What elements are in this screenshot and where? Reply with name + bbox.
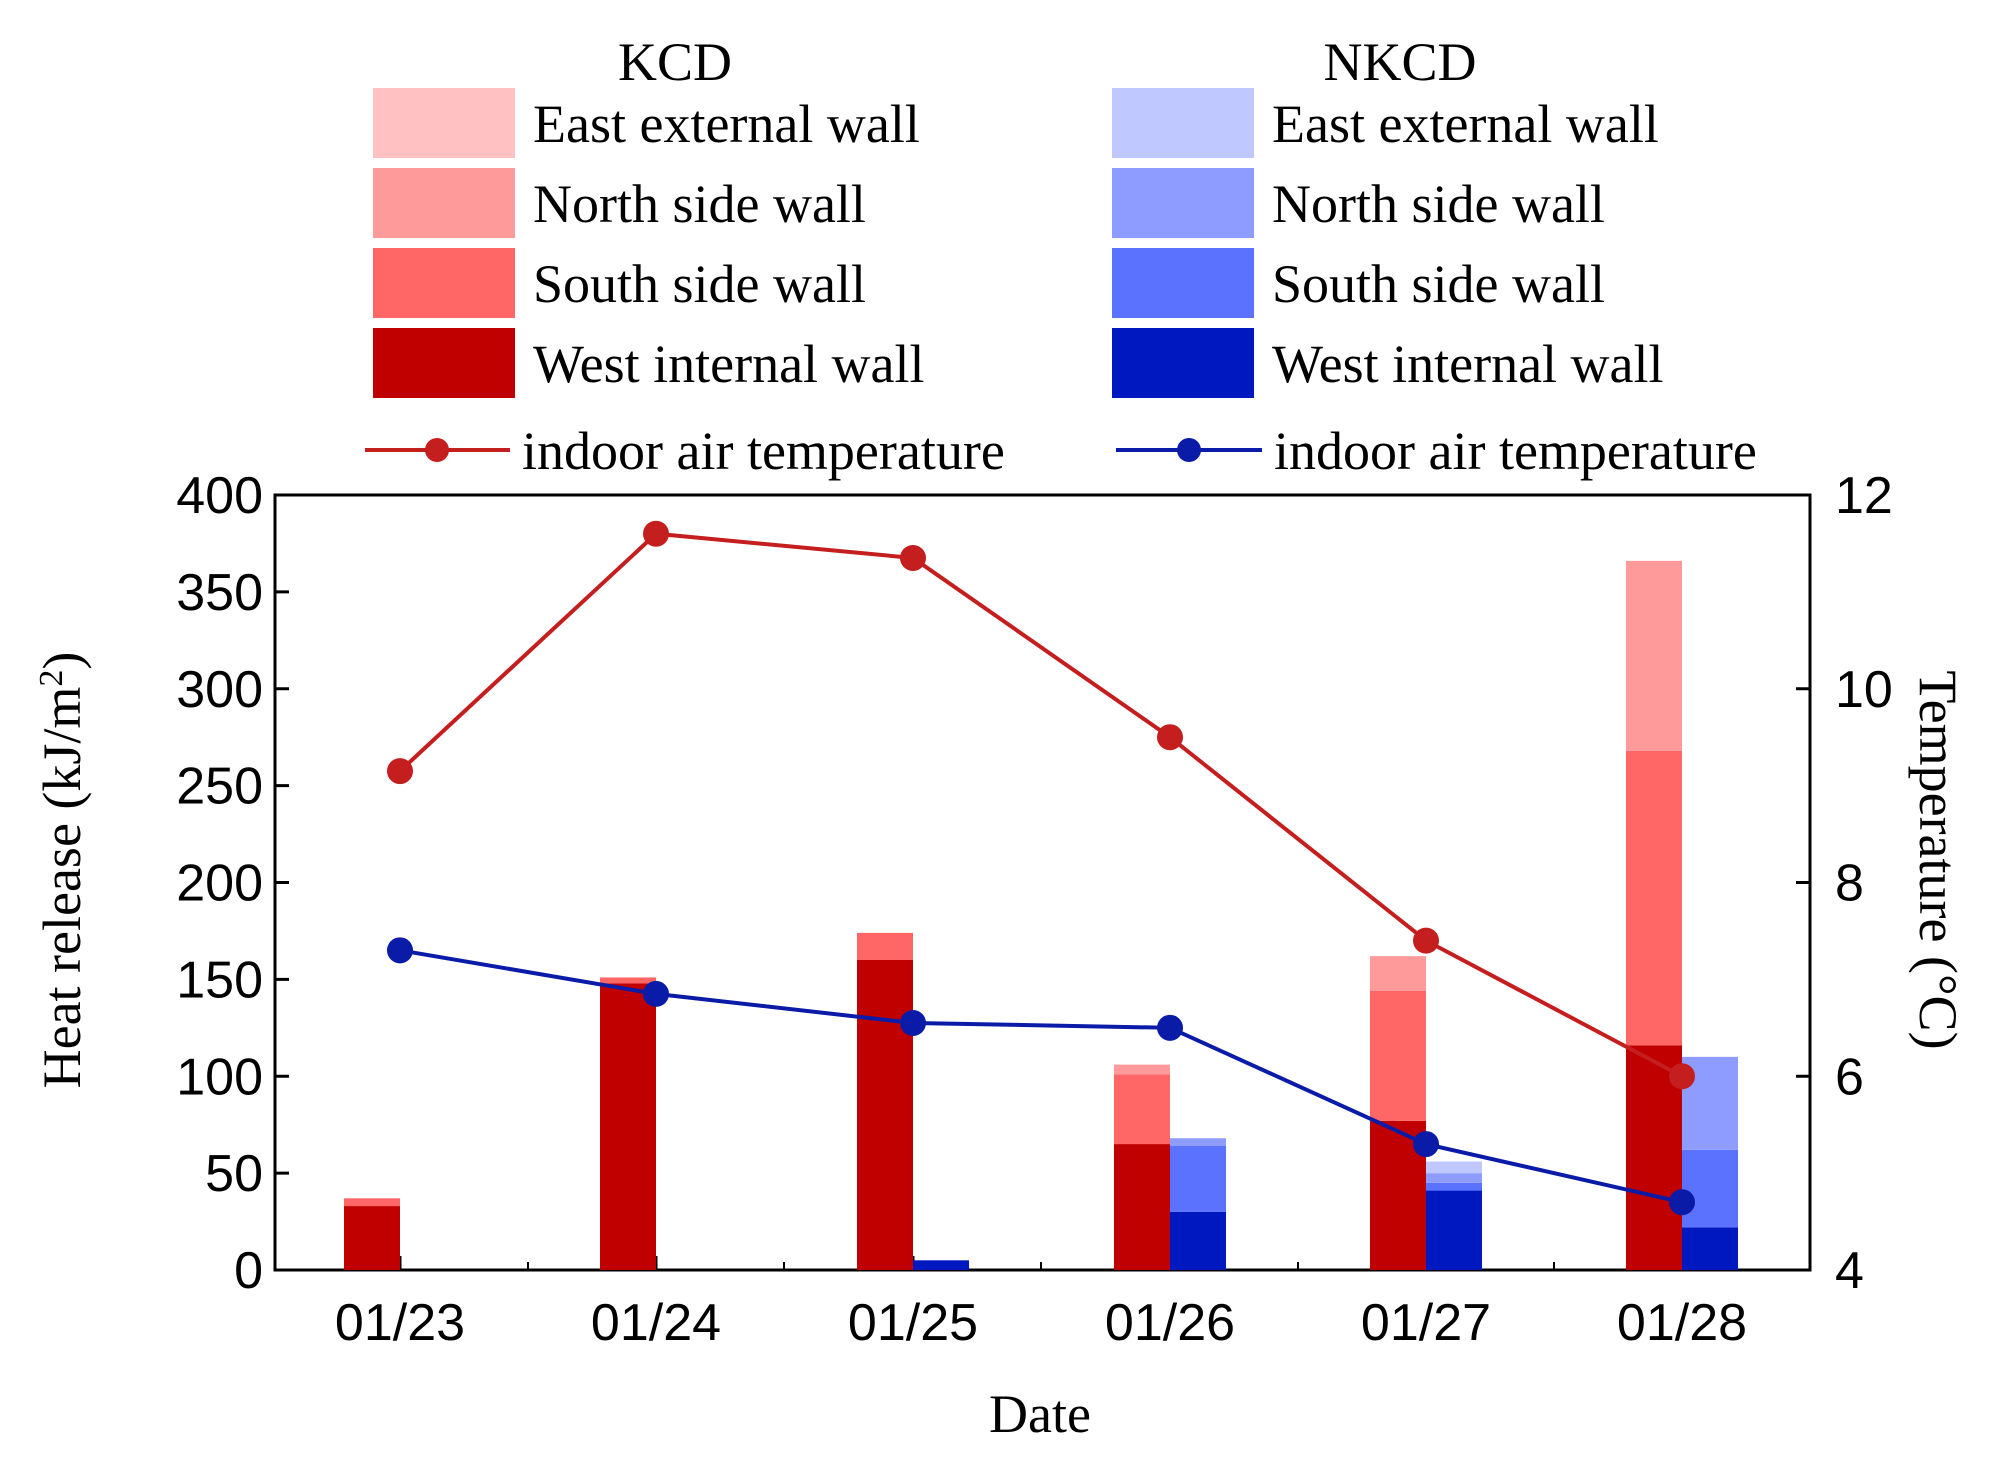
legend-swatch-nkcd-south: [1112, 248, 1254, 318]
x-tick-label: 01/28: [1617, 1294, 1747, 1352]
bar-segment: [1370, 956, 1426, 991]
x-tick-label: 01/23: [335, 1294, 465, 1352]
y-axis-left-label: Heat release (kJ/m2): [32, 652, 92, 1089]
y-tick-label-left: 0: [234, 1242, 263, 1300]
kcd-temperature-point: [1669, 1063, 1695, 1090]
y-tick-label-right: 6: [1835, 1048, 1864, 1106]
y-tick-label-right: 10: [1835, 661, 1893, 719]
legend-marker-nkcd-temp: [1177, 438, 1201, 462]
kcd-temperature-point: [900, 544, 926, 571]
y-tick-label-left: 250: [176, 758, 263, 816]
bar-segment: [1170, 1146, 1226, 1212]
kcd-temperature-line: [398, 531, 1683, 1079]
legend: KCD NKCD East external wall North side w…: [365, 32, 1757, 481]
bar-segment: [1114, 1064, 1170, 1075]
x-tick-label: 01/26: [1105, 1294, 1235, 1352]
x-tick-label: 01/27: [1361, 1294, 1491, 1352]
y-axis-right-label: Temperature (°C): [1908, 670, 1968, 1049]
bar-segment: [1114, 1144, 1170, 1270]
y-tick-label-left: 50: [205, 1145, 263, 1203]
legend-swatch-kcd-north: [373, 168, 515, 238]
nkcd-temperature-point: [1157, 1014, 1183, 1041]
legend-label-nkcd-east: East external wall: [1272, 94, 1659, 154]
legend-swatch-nkcd-north: [1112, 168, 1254, 238]
bar-segment: [1426, 1161, 1482, 1174]
nkcd-temperature-point: [1413, 1131, 1439, 1158]
plot-area: 0 50 100 150 200 250 300 350 400 4 6 8 10 12 01/23 01/2…: [176, 467, 1893, 1352]
legend-label-kcd-west: West internal wall: [533, 334, 925, 394]
legend-swatch-kcd-west: [373, 328, 515, 398]
kcd-temperature-point: [1413, 927, 1439, 954]
x-tick-label: 01/24: [591, 1294, 721, 1352]
bar-segment: [600, 983, 656, 1270]
bar-segment: [913, 1260, 969, 1270]
bar-segment: [857, 932, 913, 960]
bar-segment: [1682, 1149, 1738, 1228]
x-axis-label: Date: [989, 1384, 1091, 1444]
y-tick-label-left: 300: [176, 661, 263, 719]
legend-label-nkcd-south: South side wall: [1272, 254, 1605, 314]
kcd-temperature-point: [643, 520, 669, 547]
y-tick-label-left: 350: [176, 564, 263, 622]
y-axis-left-label-main: Heat release (kJ/m: [32, 687, 92, 1089]
legend-swatch-nkcd-east: [1112, 88, 1254, 158]
legend-label-kcd-temp: indoor air temperature: [522, 421, 1005, 481]
bar-segment: [1170, 1138, 1226, 1146]
kcd-temperature-point: [387, 758, 413, 785]
bar-segment: [1426, 1182, 1482, 1191]
legend-label-kcd-east: East external wall: [533, 94, 920, 154]
y-tick-label-right: 8: [1835, 855, 1864, 913]
nkcd-temperature-point: [387, 937, 413, 964]
nkcd-temperature-point: [643, 980, 669, 1007]
legend-swatch-kcd-south: [373, 248, 515, 318]
bar-segment: [1426, 1190, 1482, 1270]
legend-swatch-kcd-east: [373, 88, 515, 158]
kcd-temperature-point: [1157, 724, 1183, 751]
bar-segment: [1370, 991, 1426, 1121]
y-tick-label-right: 4: [1835, 1242, 1864, 1300]
y-tick-label-left: 150: [176, 951, 263, 1009]
y-tick-label-right: 12: [1835, 467, 1893, 525]
legend-title-kcd: KCD: [618, 32, 732, 92]
bar-segment: [857, 960, 913, 1270]
bar-segment: [600, 977, 656, 984]
y-tick-label-left: 200: [176, 855, 263, 913]
y-axis-left-label-sup: 2: [33, 670, 70, 687]
bar-segment: [1170, 1211, 1226, 1270]
nkcd-temperature-point: [1669, 1189, 1695, 1216]
bar-segment: [1682, 1227, 1738, 1270]
x-tick-label: 01/25: [848, 1294, 978, 1352]
bar-segment: [344, 1198, 400, 1207]
y-axis-left-label-close: ): [32, 652, 92, 670]
legend-label-nkcd-west: West internal wall: [1272, 334, 1664, 394]
legend-swatch-nkcd-west: [1112, 328, 1254, 398]
bar-segment: [1426, 1173, 1482, 1183]
bar-segment: [1626, 750, 1682, 1046]
bar-segment: [1114, 1074, 1170, 1145]
nkcd-temperature-point: [900, 1009, 926, 1036]
nkcd-temperature-line: [399, 948, 1683, 1205]
y-tick-label-left: 400: [176, 467, 263, 525]
legend-label-kcd-north: North side wall: [533, 174, 866, 234]
legend-marker-kcd-temp: [425, 438, 449, 462]
legend-label-kcd-south: South side wall: [533, 254, 866, 314]
y-tick-label-left: 100: [176, 1048, 263, 1106]
bar-segment: [1626, 560, 1682, 751]
legend-title-nkcd: NKCD: [1323, 32, 1476, 92]
bar-segment: [344, 1206, 400, 1270]
legend-label-nkcd-north: North side wall: [1272, 174, 1605, 234]
legend-label-nkcd-temp: indoor air temperature: [1274, 421, 1757, 481]
